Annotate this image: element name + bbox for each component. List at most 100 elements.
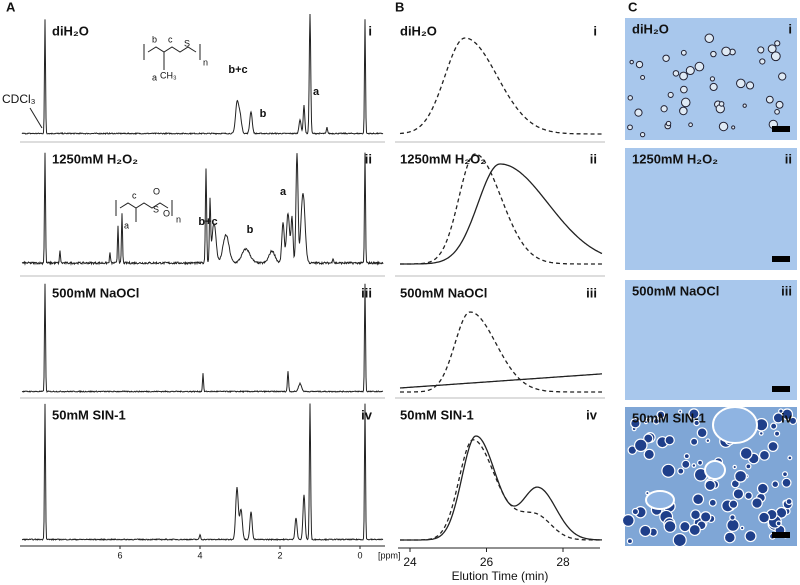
separators <box>20 141 605 399</box>
droplet <box>775 100 784 109</box>
droplet <box>705 438 711 444</box>
droplet <box>781 477 792 488</box>
axis-unit: [ppm] <box>378 550 401 560</box>
droplet <box>758 511 770 524</box>
condition-label: 500mM NaOCl <box>52 285 139 300</box>
droplet <box>680 85 688 94</box>
condition-label: 1250mM H₂O₂ <box>632 151 718 166</box>
panel-letter: B <box>395 0 404 14</box>
structure-label: O <box>163 208 170 218</box>
structure-label: b <box>152 34 157 44</box>
peak-label: b+c <box>198 216 217 228</box>
row-numeral: ii <box>365 151 372 166</box>
structure-label: S <box>153 204 159 214</box>
droplet <box>643 448 655 461</box>
panel-letter: A <box>6 0 16 14</box>
structure-label: S <box>184 38 190 48</box>
gpc-dashed <box>400 153 602 265</box>
row-numeral: iv <box>586 407 598 422</box>
droplet <box>672 70 680 77</box>
droplet <box>665 120 672 127</box>
droplet <box>679 106 688 116</box>
droplet <box>710 50 717 58</box>
gpc-solid <box>400 435 602 541</box>
droplet <box>726 518 740 532</box>
droplet <box>728 499 739 509</box>
scale-bar <box>772 126 790 132</box>
droplet <box>739 525 745 531</box>
structure-label: CH₃ <box>160 70 177 80</box>
droplet <box>652 417 660 425</box>
droplet <box>697 459 704 466</box>
droplet <box>718 121 729 132</box>
droplet <box>704 479 716 492</box>
droplet <box>787 455 793 461</box>
gpc-dashed <box>399 37 602 135</box>
droplet <box>643 433 654 444</box>
droplet <box>663 520 677 533</box>
droplet <box>639 131 646 138</box>
nmr-spectrum <box>21 13 384 136</box>
x-tick-label: 6 <box>117 550 122 560</box>
x-tick-label: 26 <box>480 555 494 569</box>
droplet <box>621 514 635 527</box>
arrow <box>29 107 43 129</box>
droplet <box>672 533 687 548</box>
condition-label: 50mM SIN-1 <box>400 407 474 422</box>
droplet <box>773 430 781 437</box>
droplet <box>739 447 753 460</box>
droplet <box>731 125 736 130</box>
reference-label: CDCl₃ <box>2 92 36 106</box>
droplet <box>685 66 695 76</box>
droplet <box>688 122 693 128</box>
peak-label: b+c <box>228 64 247 76</box>
droplet <box>688 408 700 420</box>
droplet <box>704 460 726 480</box>
nmr-spectrum <box>21 403 384 542</box>
droplet <box>708 498 717 507</box>
x-tick-label: 2 <box>277 550 282 560</box>
droplet <box>759 58 766 65</box>
droplet <box>626 538 634 545</box>
droplet <box>679 520 691 533</box>
droplet <box>732 464 737 470</box>
droplet <box>683 453 690 460</box>
droplet <box>630 418 641 429</box>
droplet <box>656 410 666 420</box>
droplet <box>758 449 770 461</box>
x-tick-label: 4 <box>197 550 202 560</box>
micrograph <box>625 280 797 400</box>
droplet <box>696 427 708 439</box>
droplet <box>679 71 688 81</box>
structure: S O O n c a <box>115 186 181 230</box>
droplet <box>712 406 758 444</box>
droplet <box>680 49 687 56</box>
droplet <box>691 463 697 468</box>
droplet <box>757 46 765 54</box>
droplet <box>689 437 699 446</box>
droplet <box>677 467 685 475</box>
row-numeral: iii <box>781 283 792 298</box>
structure-label: O <box>153 186 160 196</box>
droplet <box>781 471 789 478</box>
scale-bar <box>772 256 790 262</box>
droplet <box>694 61 705 72</box>
condition-label: 1250mM H₂O₂ <box>52 151 138 166</box>
droplet <box>767 44 777 54</box>
structure: b c S n a CH₃ <box>143 34 208 82</box>
droplet <box>744 491 753 500</box>
droplet <box>744 530 757 543</box>
droplet <box>664 435 675 446</box>
micrograph <box>625 148 797 270</box>
panel-letter: C <box>628 0 638 14</box>
droplet <box>662 54 670 62</box>
scale-bar <box>772 532 790 538</box>
condition-label: 500mM NaOCl <box>632 283 719 298</box>
structure-label: n <box>203 57 208 67</box>
gpc-solid <box>399 373 602 389</box>
droplet <box>734 469 748 483</box>
scale-bar <box>772 386 790 392</box>
droplet <box>751 497 763 509</box>
droplet <box>629 59 634 65</box>
droplet <box>678 409 683 414</box>
